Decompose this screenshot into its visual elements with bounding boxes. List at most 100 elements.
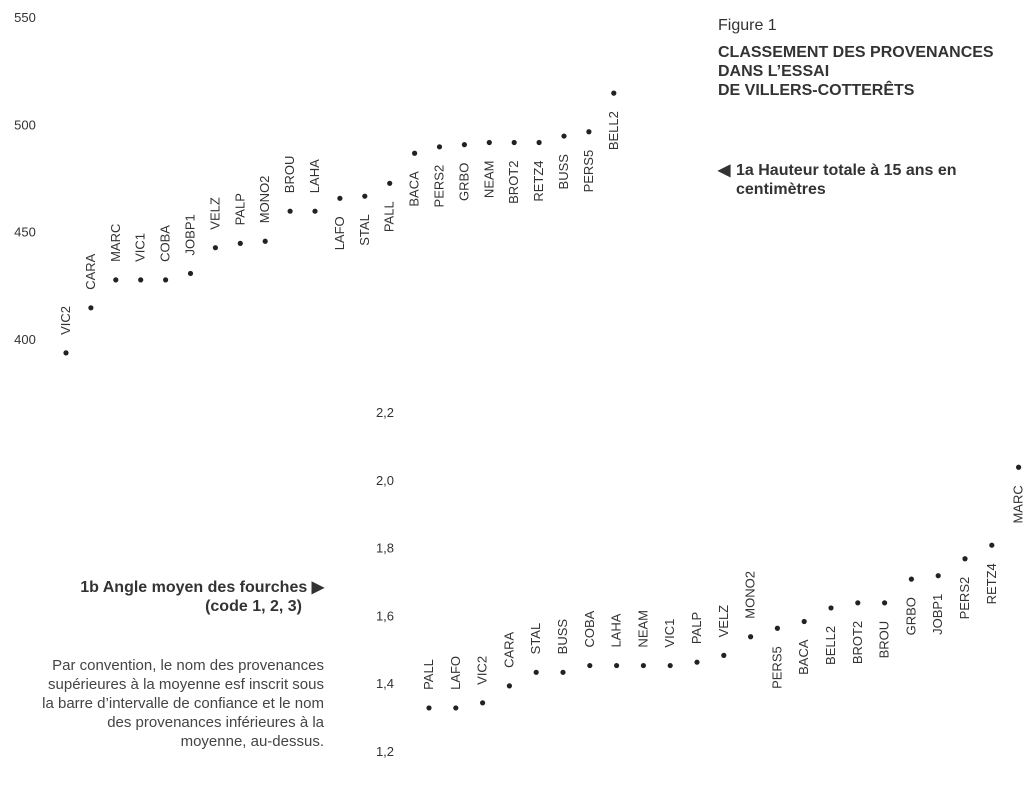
chart1b-point-label: BUSS bbox=[555, 619, 570, 655]
chart1b-point-label: JOBP1 bbox=[930, 594, 945, 635]
chart1a-data-point bbox=[212, 245, 218, 251]
chart1b-data-point bbox=[908, 576, 915, 582]
chart1a-data-point bbox=[362, 193, 368, 199]
chart1b-data-point bbox=[533, 669, 539, 675]
chart1b-data-point bbox=[748, 634, 754, 640]
chart1a-data-point bbox=[436, 144, 443, 150]
chart1a-point-label: VELZ bbox=[207, 197, 222, 230]
chart1a-data-point bbox=[187, 270, 194, 277]
chart1b-point-label: COBA bbox=[582, 610, 597, 647]
chart1a-point-label: MONO2 bbox=[257, 176, 272, 224]
chart1a-point-label: PERS5 bbox=[581, 150, 596, 193]
chart1a-data-point bbox=[586, 129, 592, 135]
arrow-left-icon: ◀ bbox=[718, 162, 731, 179]
chart1a-data-point bbox=[511, 139, 517, 146]
chart1b-data-point bbox=[694, 659, 700, 665]
chart1b-point-label: BELL2 bbox=[823, 626, 838, 665]
chart1b-data-point bbox=[667, 662, 673, 669]
caption-1b-line-1: 1b Angle moyen des fourches bbox=[80, 579, 308, 596]
arrow-right-icon: ▶ bbox=[311, 579, 324, 596]
chart1b-point-label: MARC bbox=[1011, 485, 1025, 523]
chart1a-data-point bbox=[486, 139, 492, 146]
chart1a-y-tick-label: 400 bbox=[14, 332, 36, 347]
chart1b-data-point bbox=[640, 662, 647, 669]
chart1a-data-point bbox=[387, 180, 393, 186]
figure-title-line-1: CLASSEMENT DES PROVENANCES bbox=[718, 44, 994, 61]
chart1b-y-tick-label: 1,8 bbox=[376, 541, 394, 556]
chart1a-data-point bbox=[138, 277, 144, 283]
chart1a-y-tick-label: 500 bbox=[14, 117, 36, 132]
chart1b-data-point bbox=[855, 600, 861, 606]
chart1b-data-point bbox=[614, 662, 620, 669]
chart1a-point-label: NEAM bbox=[481, 161, 496, 199]
caption-1b: 1b Angle moyen des fourches ▶ (code 1, 2… bbox=[20, 578, 324, 616]
chart1a-point-label: BROT2 bbox=[506, 161, 521, 204]
caption-1a-text: 1a Hauteur totale à 15 ans en centimètre… bbox=[736, 162, 957, 198]
chart1a-point-label: LAHA bbox=[307, 159, 322, 193]
chart1a-data-point bbox=[163, 277, 169, 283]
chart1a-data-point bbox=[312, 208, 318, 214]
chart1a-point-label: PERS2 bbox=[432, 165, 447, 208]
chart1b-point-label: BACA bbox=[796, 639, 811, 675]
chart1b-point-label: VIC2 bbox=[475, 656, 490, 685]
chart1b-data-point bbox=[828, 605, 834, 611]
chart1a-point-label: RETZ4 bbox=[531, 161, 546, 202]
chart1a-point-label: MARC bbox=[108, 224, 123, 262]
chart1b-data-point bbox=[774, 625, 781, 631]
chart1b-point-label: CARA bbox=[501, 631, 516, 667]
chart1a-data-point bbox=[88, 305, 94, 311]
chart1a-point-label: VIC2 bbox=[58, 306, 73, 335]
chart1a-data-point bbox=[113, 277, 119, 283]
chart1b-data-point bbox=[801, 618, 807, 625]
chart1a-y-tick-label: 550 bbox=[14, 10, 36, 25]
chart1b-point-label: STAL bbox=[528, 623, 543, 655]
chart1a-data-point bbox=[536, 139, 542, 146]
chart1b-point-label: PERS2 bbox=[957, 577, 972, 620]
chart1a-point-label: CARA bbox=[83, 253, 98, 289]
chart1a-data-point bbox=[561, 133, 567, 139]
chart1b-data-point bbox=[587, 662, 593, 669]
chart1b-point-label: NEAM bbox=[635, 610, 650, 648]
chart1a-data-point bbox=[63, 350, 69, 356]
chart1a-point-label: BACA bbox=[407, 171, 422, 207]
chart1a-point-label: PALL bbox=[382, 201, 397, 232]
convention-note: Par convention, le nom des provenances s… bbox=[42, 657, 324, 750]
chart1a-data-point bbox=[262, 238, 268, 244]
chart1a-point-label: JOBP1 bbox=[183, 214, 198, 255]
chart1b-data-point bbox=[882, 600, 888, 606]
chart1a-point-label: LAFO bbox=[332, 216, 347, 250]
caption-1a: ◀ 1a Hauteur totale à 15 ans en centimètr… bbox=[718, 161, 1023, 199]
chart1a-data-point bbox=[337, 195, 343, 201]
chart1a-y-tick-label: 450 bbox=[14, 225, 36, 240]
chart1a-point-label: BELL2 bbox=[606, 111, 621, 150]
chart1b-point-label: LAFO bbox=[448, 656, 463, 690]
chart1b-data-point bbox=[962, 556, 968, 562]
chart1a-data-point bbox=[412, 150, 418, 156]
chart1b-data-point bbox=[989, 542, 995, 548]
chart1b-y-tick-label: 1,4 bbox=[376, 676, 394, 691]
caption-1b-line-2: (code 1, 2, 3) bbox=[205, 598, 302, 615]
chart1a-point-label: BUSS bbox=[556, 154, 571, 190]
chart1b-data-point bbox=[480, 700, 486, 706]
chart1b-point-label: RETZ4 bbox=[984, 563, 999, 604]
chart1a-point-label: COBA bbox=[158, 225, 173, 262]
chart1a-point-label: GRBO bbox=[456, 163, 471, 201]
figure-title-line-3: DE VILLERS-COTTERÊTS bbox=[718, 82, 915, 99]
chart1b-point-label: VIC1 bbox=[662, 619, 677, 648]
chart1b-data-point bbox=[935, 573, 941, 579]
chart1a-point-label: STAL bbox=[357, 214, 372, 246]
chart1b-data-point bbox=[560, 669, 566, 675]
chart1a-point-label: BROU bbox=[282, 156, 297, 194]
chart1b-point-label: LAHA bbox=[609, 613, 624, 647]
chart1b-point-label: PERS5 bbox=[769, 646, 784, 689]
chart1a-data-point bbox=[461, 142, 467, 148]
chart1b-data-point bbox=[506, 683, 512, 689]
figure-title: CLASSEMENT DES PROVENANCES DANS L’ESSAI … bbox=[718, 43, 1018, 100]
chart1a-data-point bbox=[237, 240, 243, 246]
chart1b-point-label: BROT2 bbox=[850, 621, 865, 664]
chart1b-point-label: PALP bbox=[689, 612, 704, 644]
chart1b-point-label: PALL bbox=[421, 659, 436, 690]
chart1b-data-point bbox=[453, 705, 459, 711]
chart1b-point-label: MONO2 bbox=[743, 571, 758, 619]
